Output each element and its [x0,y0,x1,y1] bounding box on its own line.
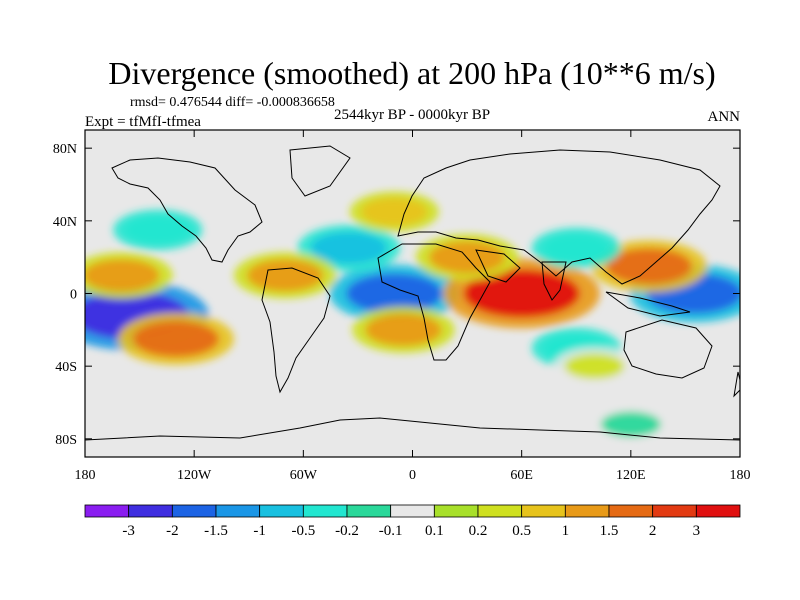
colorbar-label: 1.5 [600,523,619,539]
x-tick-label: 60E [510,468,533,483]
colorbar-swatch [259,504,304,518]
colorbar-swatch [171,504,217,518]
period-label: 2544kyr BP - 0000kyr BP [334,107,490,123]
colorbar-label: -2 [166,523,179,539]
field-feature-15 [124,215,191,244]
field-feature-4 [132,320,219,357]
x-tick-label: 180 [730,468,751,483]
colorbar-label: 0.1 [425,523,444,539]
colorbar-swatch [608,504,654,518]
coast-eurasia [397,149,721,285]
field-feature-9 [247,259,324,292]
coast-south-america [261,267,331,394]
colorbar-label: -0.1 [379,523,403,539]
colorbar-label: 0.2 [469,523,488,539]
coast-north-america [111,157,263,263]
x-tick-label: 120E [616,468,646,483]
colorbar-swatch [215,504,261,518]
coast-africa [377,243,491,361]
colorbar-label: -3 [122,523,135,539]
y-tick-label: 40N [53,215,77,230]
coast-antarctica [85,417,740,441]
experiment-label: Expt = tfMfI-tfmea [85,114,201,130]
field-feature-7 [85,259,160,292]
colorbar-label: 2 [649,523,657,539]
colorbar: -3 -2 -1.5 -1 -0.5 -0.2 -0.1 0.1 0.2 0.5 1 1.5 2 3 [84,504,741,539]
colorbar-swatch [521,504,566,518]
field-feature-6 [606,248,693,285]
field-feature-3 [463,269,580,318]
stats-line: rmsd= 0.476544 diff= -0.000836658 [130,95,335,110]
colorbar-swatch [346,504,392,518]
x-tick-label: 120W [177,468,212,483]
field-feature-8 [310,232,387,265]
coast-india [541,261,567,301]
field-feature-1 [346,273,443,314]
colorbar-swatch [84,504,130,518]
colorbar-swatch [652,504,697,518]
colorbar-label: -0.5 [291,523,315,539]
axes: 180 120W 60W 0 60E 120E 180 80N 40N 0 40S 80S [53,130,751,483]
coast-arabia [475,249,521,283]
coast-indonesia [605,291,691,317]
field-feature-10 [361,197,428,226]
colorbar-swatch [390,504,435,518]
y-tick-label: 40S [55,360,77,375]
coast-greenland [289,145,351,197]
colorbar-swatch [695,504,741,518]
x-tick-label: 60W [290,468,318,483]
colorbar-swatch [302,504,348,518]
colorbar-label: -1 [253,523,266,539]
colorbar-swatch [433,504,479,518]
colorbar-swatch [564,504,610,518]
colorbar-swatch [128,504,173,518]
coastlines [85,145,740,441]
colorbar-label: -0.2 [335,523,359,539]
x-tick-label: 180 [75,468,96,483]
field-feature-12 [543,234,610,263]
x-tick-label: 0 [409,468,416,483]
season-label: ANN [708,109,741,125]
colorbar-label: 1 [562,523,570,539]
colorbar-label: -1.5 [204,523,228,539]
field-feature-14 [564,353,625,379]
colorbar-swatch [477,504,523,518]
coast-australia [623,319,713,379]
chart-title: Divergence (smoothed) at 200 hPa (10**6 … [108,55,715,91]
colorbar-label: 3 [693,523,701,539]
divergence-field [85,191,740,443]
field-feature-16 [600,411,661,438]
colorbar-label: 0.5 [512,523,531,539]
field-feature-5 [365,313,442,346]
y-tick-label: 80N [53,142,77,157]
y-tick-label: 80S [55,433,77,448]
y-tick-label: 0 [70,288,77,303]
coast-new-zealand [733,371,740,398]
